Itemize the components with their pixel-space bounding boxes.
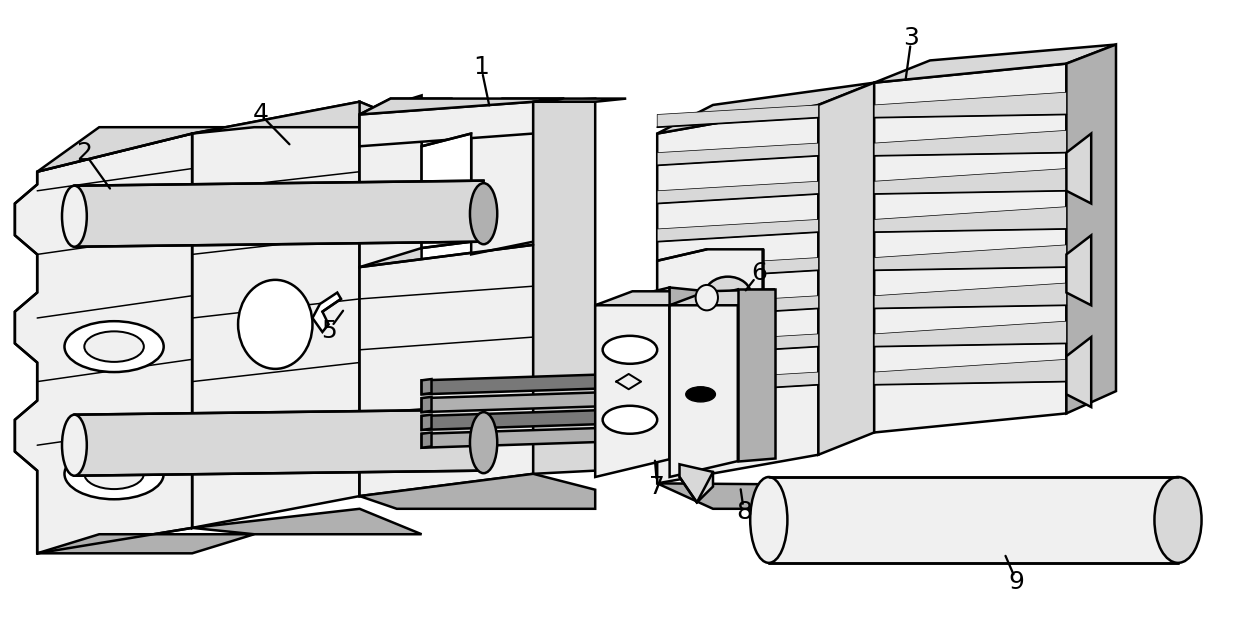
Polygon shape	[1066, 134, 1091, 204]
Polygon shape	[657, 258, 818, 280]
Polygon shape	[422, 397, 432, 412]
Polygon shape	[422, 379, 432, 394]
Polygon shape	[312, 293, 341, 332]
Circle shape	[84, 459, 144, 489]
Circle shape	[603, 406, 657, 434]
Text: 1: 1	[474, 55, 489, 79]
Polygon shape	[1066, 45, 1116, 413]
Polygon shape	[657, 143, 818, 165]
Polygon shape	[657, 296, 818, 318]
Polygon shape	[874, 64, 1066, 432]
Polygon shape	[670, 289, 738, 477]
Circle shape	[64, 194, 164, 245]
Polygon shape	[360, 417, 533, 496]
Polygon shape	[192, 127, 254, 528]
Polygon shape	[533, 99, 626, 102]
Text: 5: 5	[321, 319, 336, 343]
Polygon shape	[670, 287, 707, 459]
Polygon shape	[595, 291, 707, 305]
Polygon shape	[1066, 235, 1091, 305]
Polygon shape	[657, 372, 818, 394]
Circle shape	[64, 448, 164, 499]
Polygon shape	[874, 321, 1066, 347]
Polygon shape	[360, 245, 533, 496]
Text: 3: 3	[904, 26, 919, 50]
Polygon shape	[874, 130, 1066, 156]
Text: 4: 4	[253, 102, 268, 127]
Ellipse shape	[470, 412, 497, 473]
Polygon shape	[360, 102, 533, 146]
Polygon shape	[874, 207, 1066, 232]
Ellipse shape	[750, 477, 787, 563]
Text: 9: 9	[1009, 570, 1024, 594]
Polygon shape	[670, 289, 775, 305]
Polygon shape	[360, 474, 595, 509]
Polygon shape	[74, 410, 484, 476]
Polygon shape	[15, 134, 192, 553]
Polygon shape	[769, 477, 1178, 563]
Polygon shape	[874, 92, 1066, 118]
Polygon shape	[533, 99, 595, 474]
Polygon shape	[874, 245, 1066, 270]
Polygon shape	[422, 432, 432, 448]
Polygon shape	[680, 464, 713, 502]
Polygon shape	[360, 99, 453, 114]
Polygon shape	[37, 534, 254, 553]
Polygon shape	[657, 334, 818, 356]
Polygon shape	[657, 105, 818, 483]
Polygon shape	[422, 415, 432, 430]
Polygon shape	[422, 373, 657, 394]
Text: 6: 6	[751, 261, 766, 286]
Polygon shape	[471, 99, 564, 114]
Ellipse shape	[238, 280, 312, 369]
Circle shape	[84, 331, 144, 362]
Polygon shape	[595, 287, 670, 477]
Text: 2: 2	[77, 141, 92, 165]
Polygon shape	[874, 359, 1066, 385]
Polygon shape	[192, 102, 422, 134]
Polygon shape	[1066, 337, 1091, 407]
Ellipse shape	[62, 415, 87, 476]
Polygon shape	[471, 102, 533, 254]
Polygon shape	[360, 99, 564, 114]
Polygon shape	[738, 289, 775, 461]
Polygon shape	[657, 483, 1116, 509]
Polygon shape	[657, 219, 818, 242]
Ellipse shape	[704, 277, 751, 315]
Polygon shape	[818, 83, 874, 455]
Polygon shape	[657, 181, 818, 204]
Circle shape	[686, 387, 715, 402]
Polygon shape	[657, 249, 763, 318]
Ellipse shape	[470, 183, 497, 244]
Polygon shape	[422, 408, 657, 430]
Polygon shape	[37, 127, 254, 172]
Polygon shape	[192, 509, 422, 534]
Polygon shape	[192, 102, 360, 528]
Polygon shape	[657, 105, 818, 127]
Text: 7: 7	[650, 474, 665, 499]
Polygon shape	[874, 169, 1066, 194]
Circle shape	[64, 321, 164, 372]
Ellipse shape	[696, 285, 718, 310]
Polygon shape	[657, 83, 874, 134]
Text: 8: 8	[737, 500, 751, 524]
Ellipse shape	[62, 186, 87, 247]
Circle shape	[84, 204, 144, 235]
Ellipse shape	[1154, 477, 1202, 563]
Polygon shape	[422, 426, 657, 448]
Circle shape	[603, 336, 657, 364]
Polygon shape	[422, 134, 471, 248]
Polygon shape	[874, 45, 1116, 83]
Polygon shape	[360, 102, 422, 496]
Polygon shape	[74, 181, 484, 247]
Polygon shape	[874, 283, 1066, 308]
Polygon shape	[422, 391, 657, 412]
Polygon shape	[360, 95, 422, 267]
